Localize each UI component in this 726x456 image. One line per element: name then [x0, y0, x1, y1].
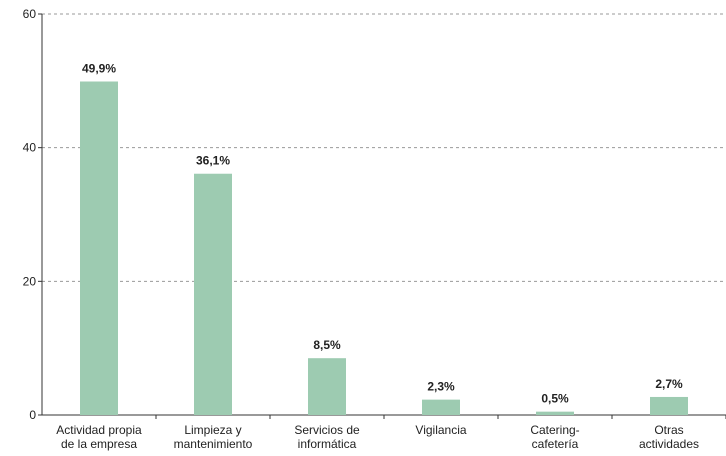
y-tick-label: 40	[23, 141, 37, 155]
bar	[308, 358, 346, 415]
x-tick-label: Otras actividades	[639, 423, 699, 451]
value-label: 8,5%	[313, 338, 341, 352]
value-label: 36,1%	[196, 154, 230, 168]
x-tick-label: Vigilancia	[415, 423, 466, 437]
bar	[80, 81, 118, 416]
value-label: 49,9%	[82, 62, 116, 76]
bar	[650, 396, 688, 415]
y-tick-label: 20	[23, 274, 37, 288]
x-tick-label: Limpieza y mantenimiento	[174, 423, 253, 451]
value-label: 2,3%	[427, 380, 455, 394]
bar	[194, 173, 232, 415]
x-tick-label: Catering-cafetería	[530, 423, 579, 451]
y-tick-label: 60	[23, 7, 37, 21]
value-label: 0,5%	[541, 392, 569, 406]
x-tick-label: Servicios de informática	[294, 423, 360, 451]
bar	[422, 399, 460, 415]
x-tick-label: Actividad propia de la empresa	[56, 423, 142, 451]
bar	[536, 411, 574, 415]
y-tick-label: 0	[29, 408, 36, 422]
value-label: 2,7%	[655, 377, 683, 391]
